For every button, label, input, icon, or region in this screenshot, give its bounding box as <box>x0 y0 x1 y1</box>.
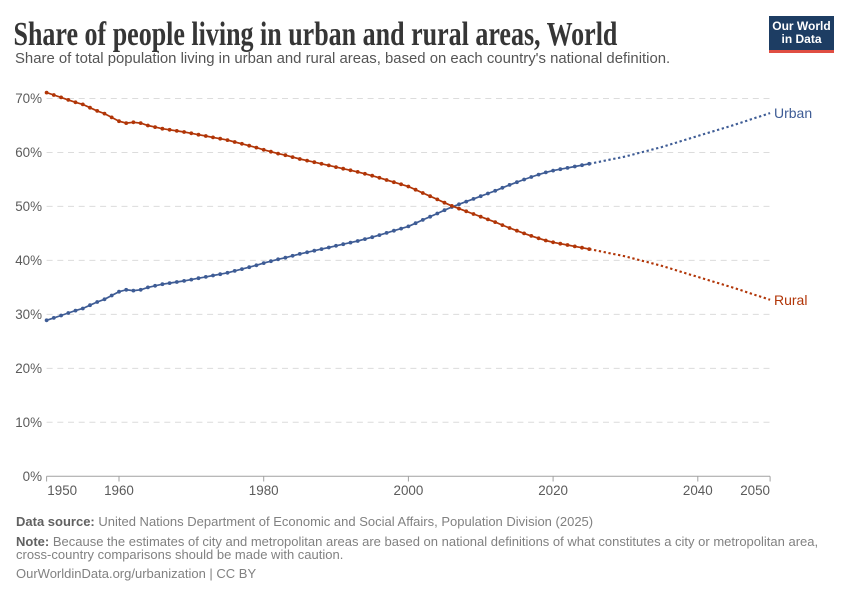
svg-text:1980: 1980 <box>249 483 279 498</box>
svg-text:70%: 70% <box>15 91 42 106</box>
svg-text:30%: 30% <box>15 307 42 322</box>
svg-text:2020: 2020 <box>538 483 568 498</box>
svg-text:40%: 40% <box>15 253 42 268</box>
svg-text:20%: 20% <box>15 361 42 376</box>
svg-text:60%: 60% <box>15 145 42 160</box>
svg-text:10%: 10% <box>15 415 42 430</box>
svg-text:1950: 1950 <box>47 483 77 498</box>
svg-text:50%: 50% <box>15 199 42 214</box>
svg-text:0%: 0% <box>23 469 42 484</box>
svg-text:1960: 1960 <box>104 483 134 498</box>
svg-text:2000: 2000 <box>394 483 424 498</box>
svg-text:2040: 2040 <box>683 483 713 498</box>
svg-text:2050: 2050 <box>740 483 770 498</box>
svg-text:Rural: Rural <box>774 292 807 308</box>
svg-text:Urban: Urban <box>774 105 812 121</box>
